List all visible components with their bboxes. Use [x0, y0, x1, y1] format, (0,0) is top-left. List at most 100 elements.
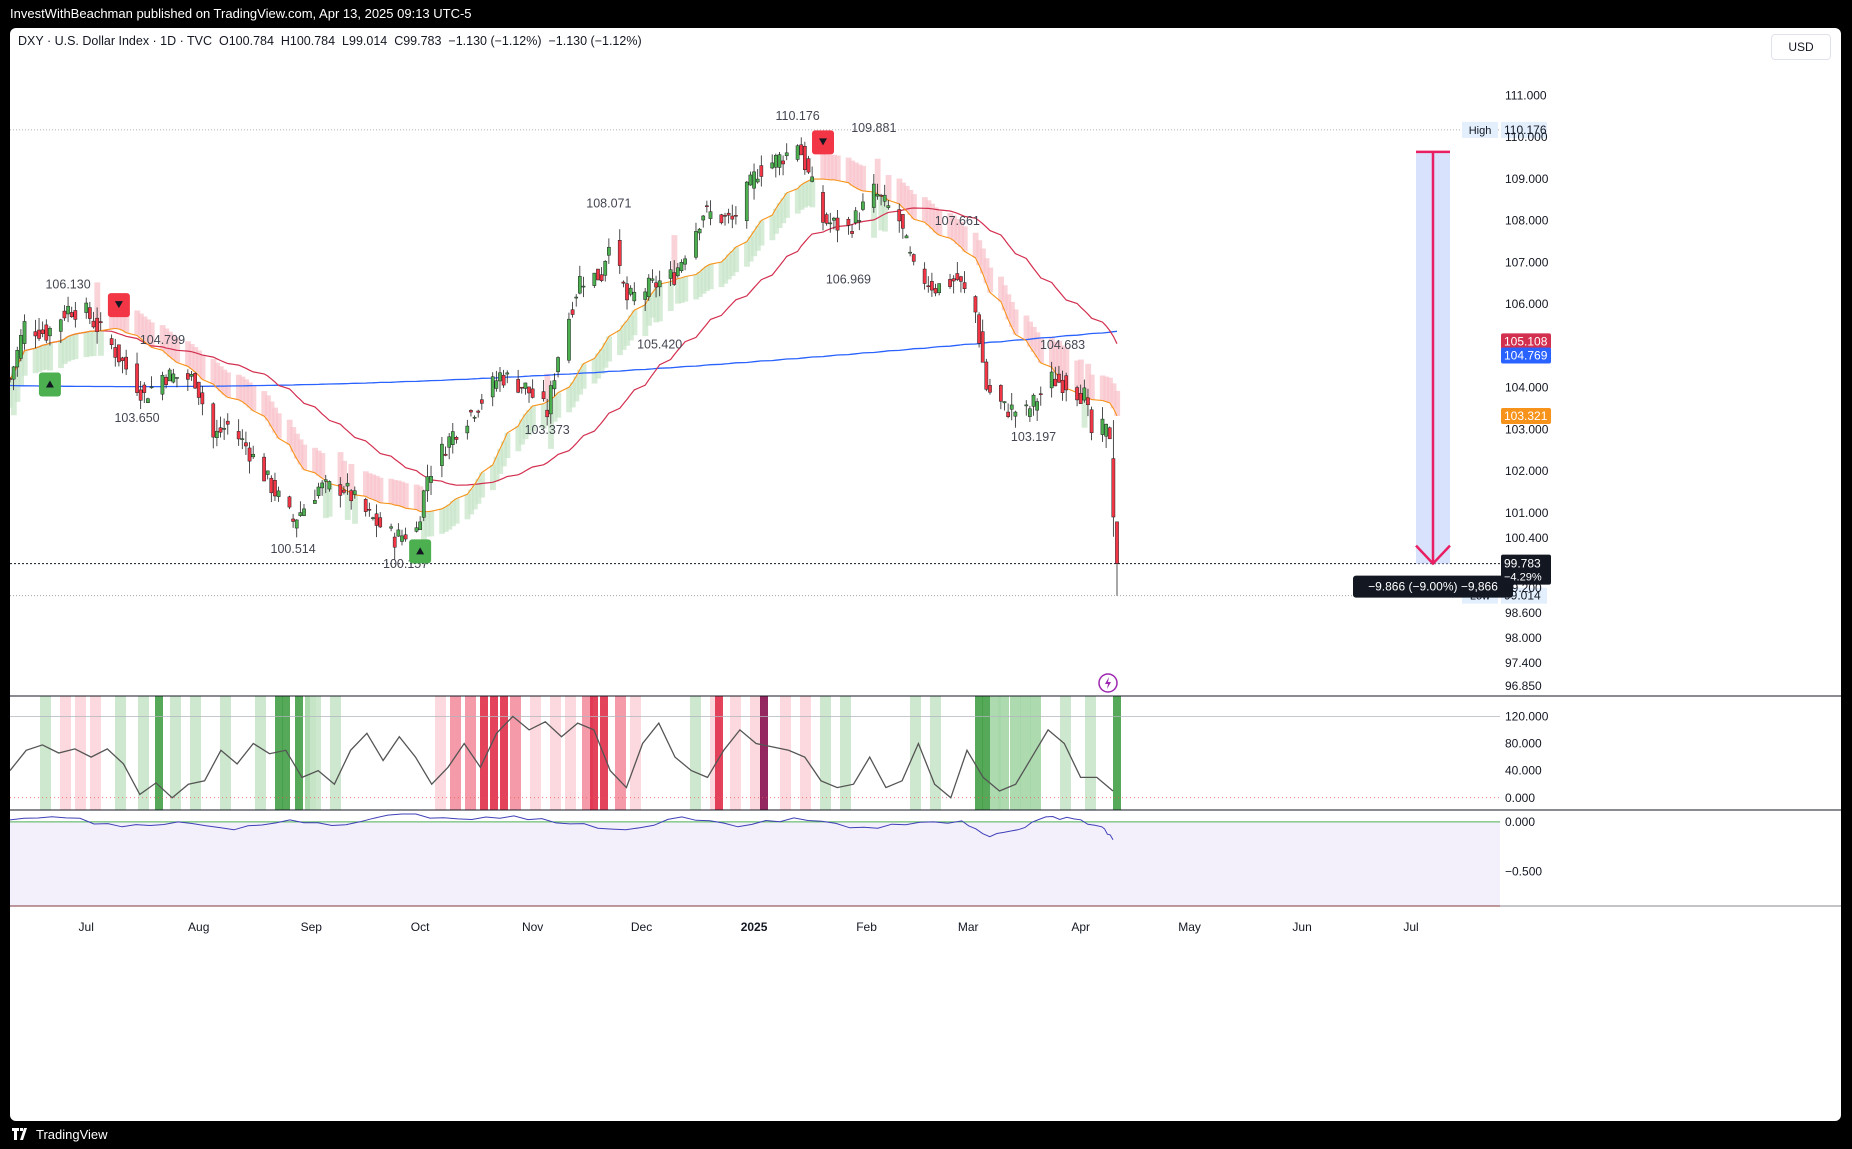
- tradingview-logo-icon[interactable]: [12, 1122, 30, 1149]
- candle-up: [175, 377, 179, 379]
- oscillator-band: [550, 696, 561, 810]
- last-price-tag: 99.783: [1504, 557, 1541, 571]
- candle-down: [73, 310, 78, 320]
- candle-down: [672, 272, 677, 285]
- sell-signal-icon[interactable]: [107, 293, 130, 318]
- cloud-down-segment: [1059, 345, 1066, 384]
- candle-up: [447, 436, 452, 448]
- candle-down: [1086, 397, 1090, 406]
- cloud-down-segment: [900, 182, 906, 208]
- candle-up: [853, 210, 858, 223]
- candle-down: [218, 427, 223, 433]
- candle-up: [810, 176, 814, 182]
- candle-down: [1115, 521, 1119, 564]
- candle-up: [777, 154, 782, 168]
- price-annotation: 107.661: [935, 214, 980, 228]
- buy-signal-icon[interactable]: [409, 539, 432, 564]
- cloud-up-segment: [729, 250, 736, 277]
- candle-down: [999, 385, 1003, 402]
- cloud-down-segment: [392, 480, 398, 506]
- candle-down: [1053, 378, 1058, 387]
- candle-up: [1082, 387, 1087, 401]
- oscillator-band: [1113, 696, 1121, 810]
- cloud-up-segment: [326, 483, 333, 517]
- candle-down: [654, 282, 658, 288]
- cloud-down-segment: [312, 447, 319, 473]
- time-axis-label: 2025: [741, 920, 768, 934]
- price-annotation: 103.650: [114, 411, 159, 425]
- cloud-up-segment: [646, 297, 652, 326]
- cloud-down-segment: [998, 276, 1004, 302]
- candle-up: [389, 526, 393, 529]
- cloud-down-segment: [388, 478, 395, 504]
- candle-up: [1049, 371, 1054, 389]
- candle-up: [828, 222, 833, 225]
- oscillator-band: [760, 696, 768, 810]
- cloud-down-segment: [1023, 315, 1030, 341]
- cloud-up-segment: [776, 203, 783, 229]
- cloud-up-segment: [453, 498, 460, 524]
- cloud-up-segment: [522, 414, 529, 440]
- lower-axis-tick: −0.500: [1505, 864, 1542, 878]
- price-annotation: 106.969: [826, 273, 871, 287]
- oscillator-band: [930, 696, 941, 810]
- time-axis-label: Nov: [522, 920, 543, 934]
- candle-down: [719, 214, 724, 224]
- cloud-up-segment: [798, 184, 805, 210]
- candle-up: [84, 302, 89, 313]
- cloud-down-segment: [286, 419, 293, 445]
- candle-down: [911, 254, 916, 262]
- price-axis-tick: 106.000: [1505, 297, 1549, 311]
- publisher-name[interactable]: InvestWithBeachman: [10, 6, 133, 21]
- footer-brand[interactable]: TradingView: [36, 1127, 108, 1142]
- cloud-down-segment: [362, 471, 369, 497]
- oscillator-band: [510, 696, 521, 810]
- candle-down: [962, 282, 967, 289]
- candle-down: [117, 344, 121, 363]
- price-tag: 104.769: [1504, 349, 1548, 363]
- cloud-up-segment: [569, 382, 576, 408]
- candle-down: [1064, 375, 1069, 391]
- oscillator-band: [450, 696, 461, 810]
- cloud-up-segment: [653, 287, 660, 323]
- buy-signal-icon[interactable]: [38, 372, 61, 397]
- cloud-down-segment: [1005, 294, 1012, 320]
- cloud-down-segment: [399, 481, 406, 507]
- cloud-down-segment: [170, 334, 177, 360]
- candle-up: [861, 201, 865, 210]
- legend-low: 99.014: [349, 34, 388, 48]
- candle-up: [215, 430, 219, 438]
- cloud-down-segment: [1048, 336, 1055, 368]
- oscillator-band: [75, 696, 86, 810]
- cloud-down-segment: [214, 362, 221, 388]
- oscillator-band: [690, 696, 701, 810]
- cloud-down-segment: [947, 213, 954, 239]
- sell-signal-icon[interactable]: [812, 130, 835, 155]
- cloud-down-segment: [159, 325, 166, 351]
- published-text: published on TradingView.com, Apr 13, 20…: [132, 6, 472, 21]
- cloud-down-segment: [341, 460, 348, 490]
- triangle-down-icon: [114, 301, 123, 309]
- candle-down: [617, 240, 622, 266]
- candle-up: [628, 287, 633, 295]
- cloud-down-segment: [1074, 360, 1081, 393]
- cloud-up-segment: [754, 225, 761, 251]
- candle-up: [265, 470, 270, 475]
- cloud-down-segment: [1012, 309, 1019, 335]
- trend-cloud: [10, 154, 1121, 547]
- candle-down: [40, 329, 45, 334]
- candle-down: [287, 496, 292, 508]
- currency-button[interactable]: USD: [1771, 34, 1831, 60]
- candle-down: [901, 214, 905, 229]
- cloud-down-segment: [936, 210, 943, 236]
- oscillator-band: [1020, 696, 1031, 810]
- candle-down: [196, 381, 201, 398]
- cloud-down-segment: [1107, 377, 1113, 403]
- oscillator-band: [190, 696, 201, 810]
- ma-short-line: [10, 178, 1118, 513]
- candle-down: [730, 215, 735, 220]
- cloud-up-segment: [617, 330, 623, 356]
- candle-down: [113, 347, 118, 358]
- cloud-down-segment: [1099, 375, 1106, 401]
